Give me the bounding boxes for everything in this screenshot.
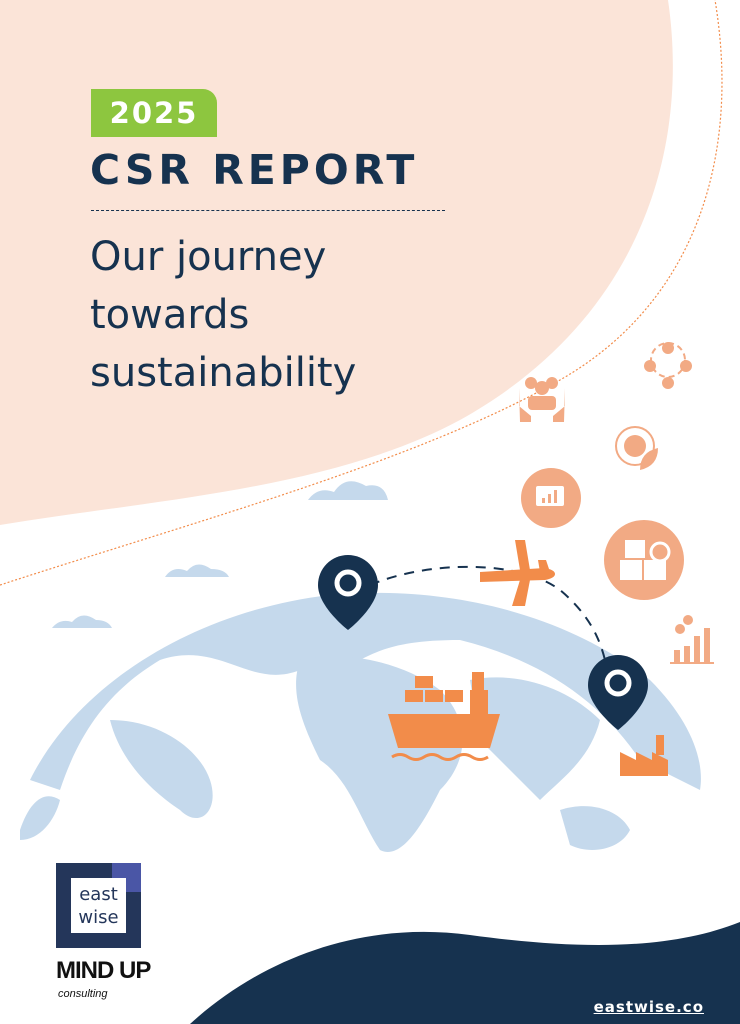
location-pin-icon <box>588 655 648 730</box>
chat-chart-icon <box>521 468 581 528</box>
growth-team-icon <box>670 615 714 664</box>
page-subtitle: Our journey towards sustainability <box>90 234 357 396</box>
globe-leaf-icon <box>615 426 658 470</box>
eastwise-logo: east wise <box>56 863 141 948</box>
mindup-logo: MIND UP consulting <box>56 958 176 1006</box>
eastwise-logo-text: east wise <box>78 883 119 928</box>
flight-route <box>369 565 606 661</box>
location-pin-icon <box>318 555 378 630</box>
world-map <box>20 592 701 852</box>
factory-icon <box>620 735 668 776</box>
website-link[interactable]: eastwise.co <box>593 998 704 1016</box>
people-network-icon <box>644 342 692 389</box>
package-inspection-icon <box>604 520 684 600</box>
page-title: CSR REPORT <box>90 146 419 194</box>
mindup-logo-subtext: consulting <box>58 988 108 1000</box>
community-hands-icon <box>519 377 565 422</box>
airplane-icon <box>480 540 555 606</box>
eastwise-logo-box: east wise <box>71 878 126 933</box>
mindup-logo-text: MIND UP <box>56 957 151 984</box>
clouds <box>52 481 388 628</box>
bottom-navy-wave <box>190 922 740 1024</box>
report-year-badge: 2025 <box>91 89 217 137</box>
title-divider <box>91 210 445 211</box>
cargo-ship-icon <box>388 672 500 761</box>
dotted-curve <box>0 0 723 586</box>
